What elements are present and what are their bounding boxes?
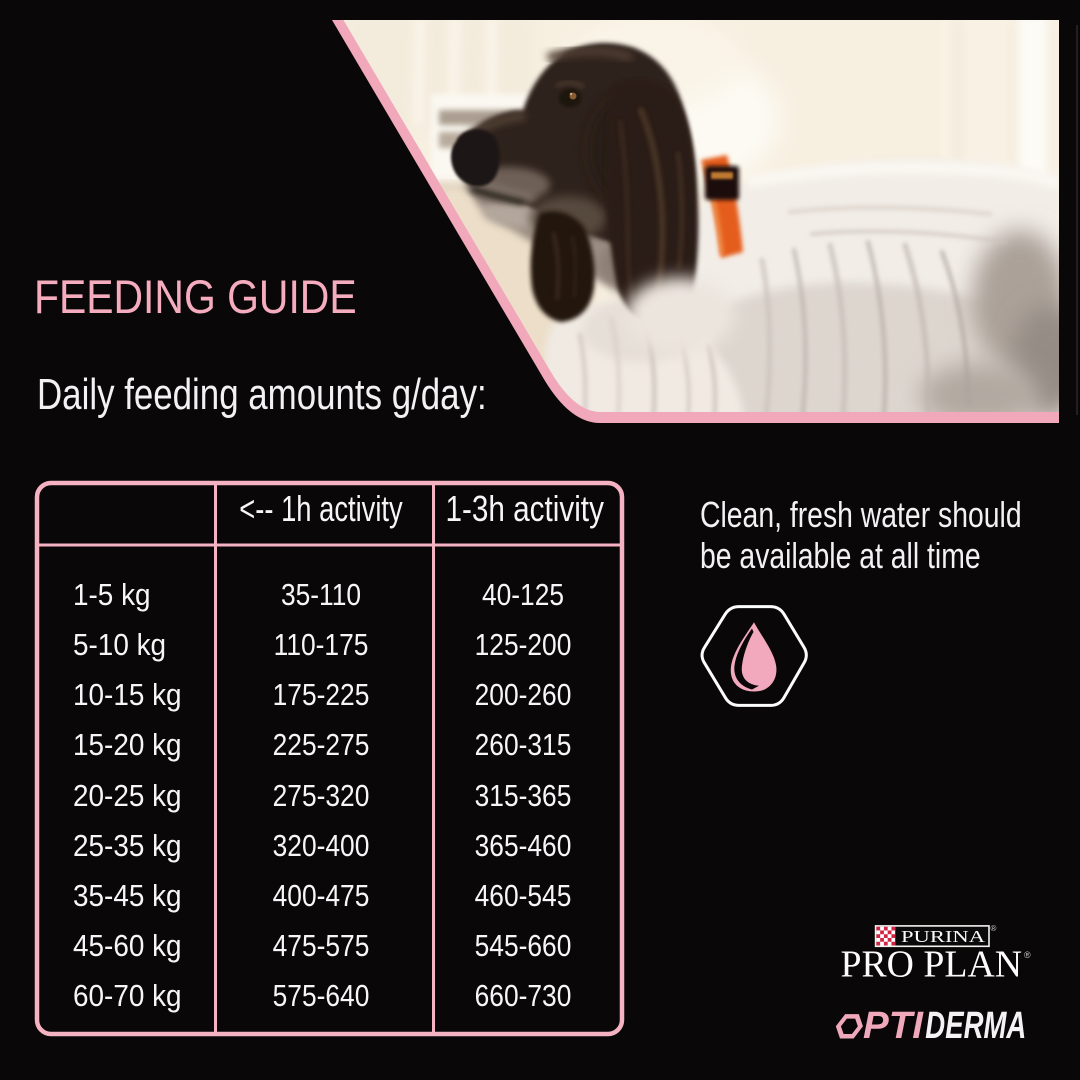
- svg-text:PRO PLAN: PRO PLAN: [841, 944, 1023, 986]
- svg-text:PTI: PTI: [863, 1005, 924, 1047]
- svg-text:PURINA: PURINA: [901, 927, 985, 946]
- svg-text:®: ®: [991, 924, 997, 933]
- svg-text:®: ®: [1024, 950, 1031, 960]
- svg-text:DERMA: DERMA: [925, 1005, 1026, 1047]
